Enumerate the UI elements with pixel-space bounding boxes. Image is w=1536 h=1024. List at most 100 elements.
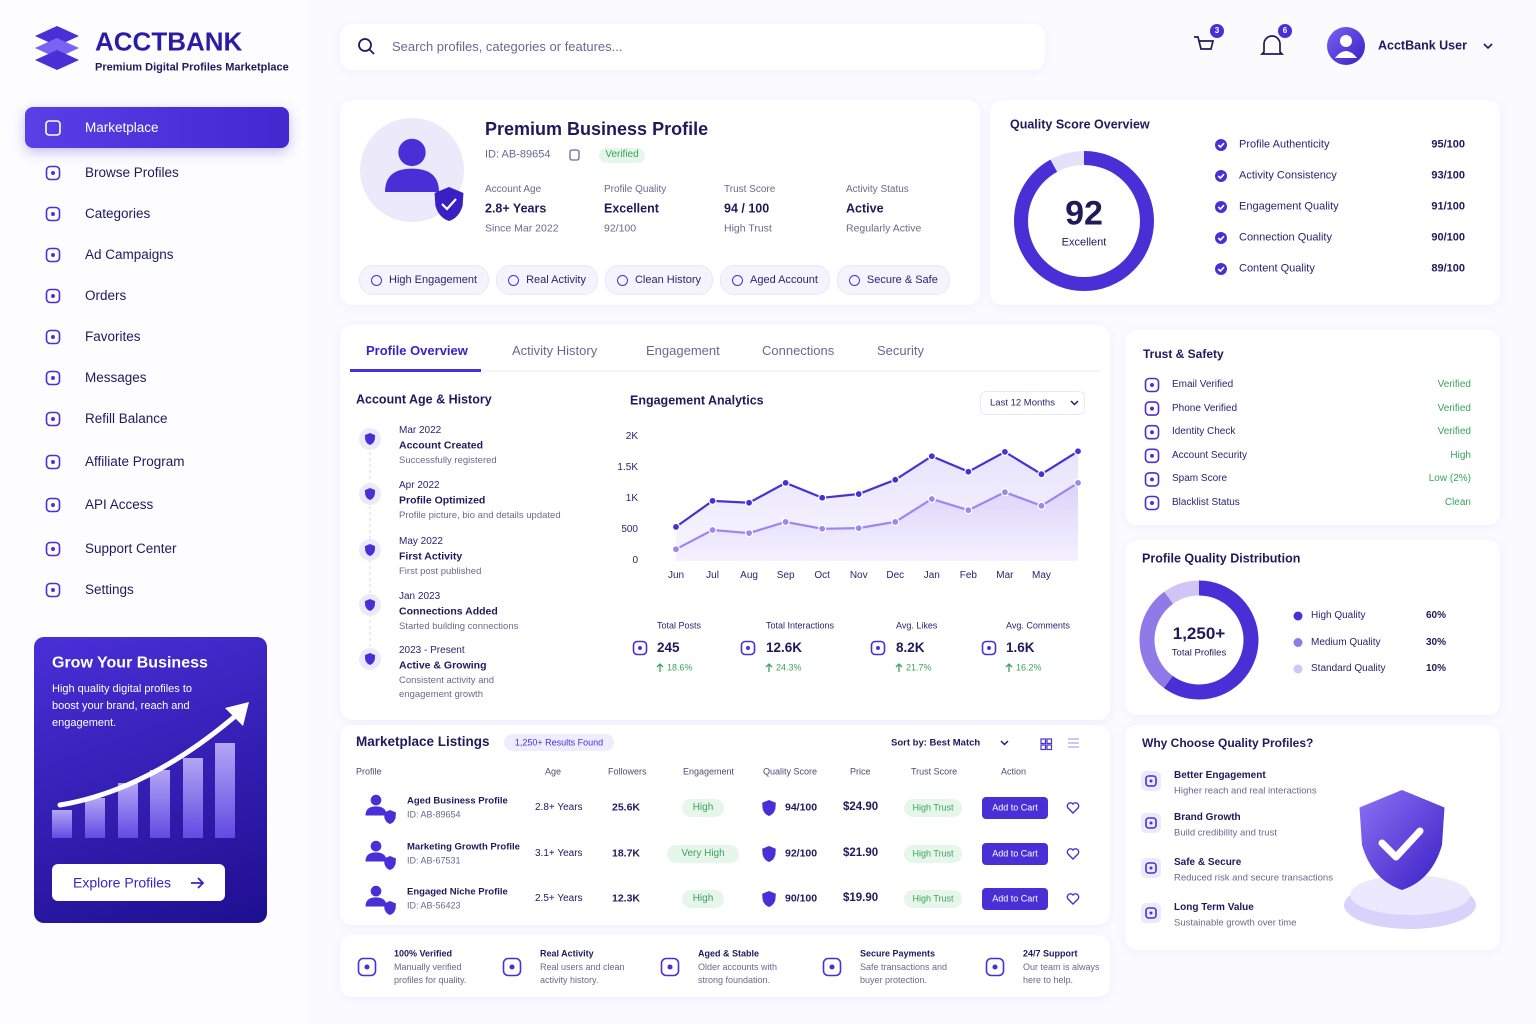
icon-dot	[1150, 477, 1154, 482]
user-name[interactable]: AcctBank User	[1378, 38, 1467, 53]
tab[interactable]: Activity History	[512, 343, 598, 359]
quality-item-name: Activity Consistency	[1239, 169, 1337, 182]
period-dropdown[interactable]	[980, 391, 1085, 415]
event-date: Mar 2022	[399, 425, 442, 436]
up-arrow	[765, 663, 773, 672]
listing-engagement: High	[692, 802, 714, 813]
listing-trust: High Trust	[912, 848, 954, 859]
nav-item[interactable]: Orders	[85, 287, 127, 303]
nav-item[interactable]: API Access	[85, 496, 154, 512]
nav-item[interactable]: Favorites	[85, 328, 141, 344]
tag-icon	[848, 274, 860, 286]
grid-view-icon	[1046, 738, 1053, 745]
listing-engagement: Very High	[681, 848, 725, 859]
point	[964, 506, 973, 515]
column-header: Age	[545, 766, 562, 777]
icon-dot	[1150, 430, 1154, 435]
icon-dot	[1149, 779, 1153, 783]
listing-trust: High Trust	[912, 893, 954, 904]
tab[interactable]: Security	[877, 343, 924, 359]
promo-title: Grow Your Business	[52, 654, 208, 672]
icon-dot	[51, 294, 55, 298]
add-to-cart-label[interactable]: Add to Cart	[992, 848, 1038, 859]
add-to-cart-button[interactable]	[982, 888, 1048, 910]
listing-name: Aged Business Profile	[407, 795, 508, 807]
add-to-cart-button[interactable]	[982, 797, 1048, 819]
listing-age: 2.8+ Years	[535, 802, 583, 813]
feature-text: Manually verified profiles for quality.	[394, 962, 467, 985]
stat-label: Profile Quality	[604, 184, 667, 195]
total-label: Total Interactions	[766, 620, 835, 631]
sort-dropdown[interactable]: Sort by: Best Match	[891, 737, 981, 749]
point	[818, 493, 827, 502]
trust-item-status: Clean	[1444, 497, 1471, 508]
donut-total: 1,250+	[1172, 623, 1226, 643]
nav-item[interactable]: Messages	[85, 369, 147, 385]
tag-icon	[616, 274, 628, 286]
point	[708, 496, 717, 505]
icon-dot	[1149, 911, 1153, 915]
cart-icon	[1194, 36, 1215, 50]
button-arrow	[191, 877, 205, 889]
why-text: Build credibility and trust	[1174, 827, 1277, 839]
total-label: Avg. Likes	[896, 620, 938, 631]
nav-item[interactable]: Affiliate Program	[85, 453, 185, 469]
nav-item[interactable]: Categories	[85, 205, 151, 221]
icon	[1145, 775, 1157, 787]
promo-arrow	[57, 709, 243, 808]
icon	[45, 247, 61, 263]
listing-price: $21.90	[843, 847, 879, 860]
nav-item[interactable]: Marketplace	[85, 119, 159, 135]
tab[interactable]: Connections	[762, 343, 835, 359]
icon-dot	[1150, 383, 1154, 387]
feature-title: 24/7 Support	[1023, 948, 1078, 959]
nav-item[interactable]: Ad Campaigns	[85, 246, 174, 262]
point	[891, 517, 900, 527]
column-header: Engagement	[683, 766, 735, 777]
why-text: Reduced risk and secure transactions	[1174, 872, 1333, 884]
add-to-cart-button[interactable]	[982, 843, 1048, 865]
icon	[740, 640, 756, 656]
section-title: Account Age & History	[356, 392, 492, 407]
point	[1073, 478, 1083, 487]
shield-check	[1378, 827, 1424, 861]
icon-dot	[1149, 821, 1153, 825]
icon	[1144, 448, 1160, 464]
favorite-icon	[1066, 848, 1080, 860]
brand-tagline: Premium Digital Profiles Marketplace	[95, 61, 289, 74]
feature-text: Real users and clean activity history.	[540, 962, 625, 985]
tab[interactable]: Engagement	[646, 343, 720, 359]
listing-engagement: High	[692, 893, 714, 904]
area	[676, 482, 1078, 561]
verified-label: Verified	[605, 149, 639, 160]
icon	[1144, 424, 1160, 440]
trust-item-name: Blacklist Status	[1172, 497, 1240, 508]
icon-dot	[51, 417, 55, 421]
point	[854, 524, 863, 533]
tab[interactable]: Profile Overview	[366, 343, 468, 359]
search-placeholder[interactable]: Search profiles, categories or features.…	[392, 39, 623, 55]
check-mark	[1217, 173, 1225, 180]
x-tick-label: Dec	[886, 570, 905, 581]
y-tick-label: 1K	[625, 493, 638, 504]
promo-button-label[interactable]: Explore Profiles	[73, 874, 172, 891]
period-label[interactable]: Last 12 Months	[990, 397, 1055, 409]
bell-icon	[1259, 35, 1285, 55]
point	[1037, 470, 1046, 479]
trust-item-status: Low (2%)	[1428, 473, 1471, 485]
add-to-cart-label[interactable]: Add to Cart	[992, 893, 1038, 904]
nav-item[interactable]: Browse Profiles	[85, 164, 179, 180]
nav-item[interactable]: Settings	[85, 581, 134, 597]
icon-dot	[1150, 453, 1154, 458]
nav-item[interactable]: Support Center	[85, 540, 177, 556]
listings-card	[340, 725, 1110, 925]
add-to-cart-label[interactable]: Add to Cart	[992, 802, 1038, 813]
icon-dot	[746, 646, 750, 650]
promo-bar	[118, 783, 138, 838]
tag: High Engagement	[359, 265, 490, 295]
trust-item-status: Verified	[1437, 426, 1471, 438]
tag: Aged Account	[720, 265, 830, 295]
nav-item[interactable]: Refill Balance	[85, 410, 168, 426]
x-tick-label: Oct	[814, 570, 830, 581]
tag-icon	[732, 274, 744, 286]
